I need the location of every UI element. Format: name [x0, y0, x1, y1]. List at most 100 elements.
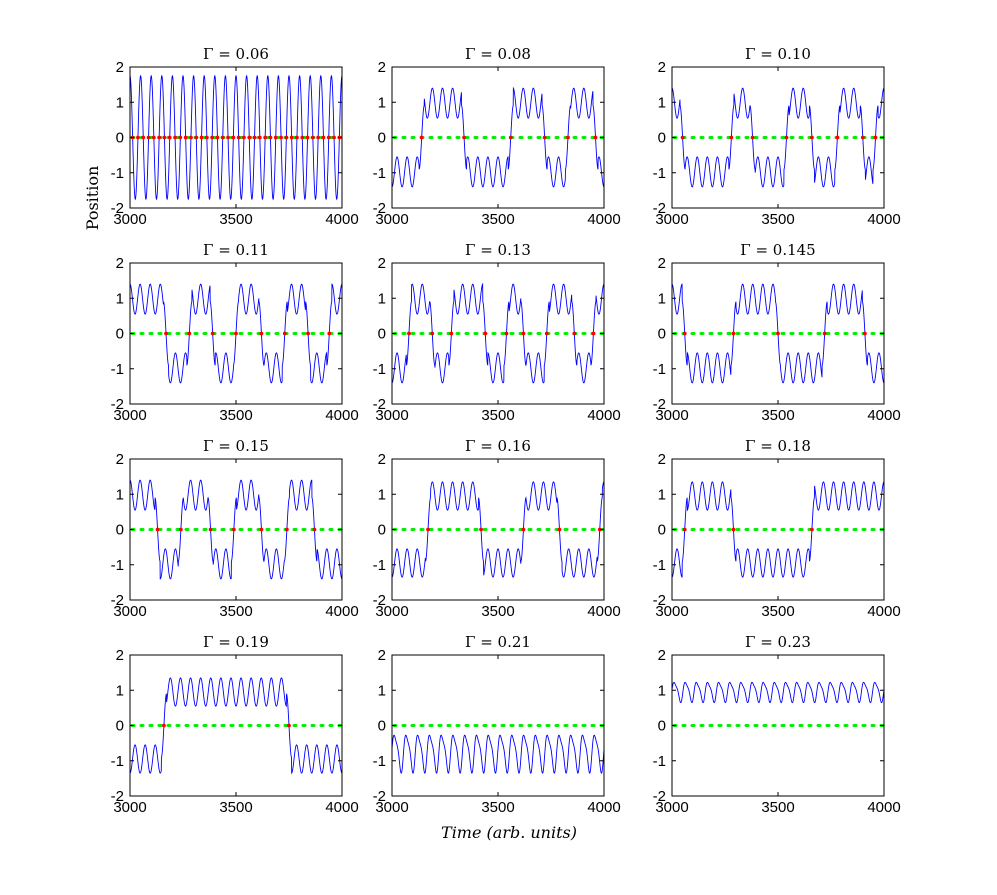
zero-crossing-marker [151, 135, 156, 140]
zero-crossing-marker [479, 527, 483, 532]
plot-area [392, 263, 604, 404]
signal-line [130, 677, 342, 775]
zero-crossing-marker [449, 331, 454, 336]
y-tick-label: -2 [373, 788, 386, 805]
y-tick-label: -2 [111, 200, 124, 217]
y-tick-label: -1 [653, 361, 666, 378]
zero-crossing-marker [295, 135, 299, 140]
x-tick-label: 4000 [867, 407, 900, 424]
x-tick-label: 3500 [481, 799, 514, 816]
zero-crossing-marker [682, 527, 687, 532]
y-tick-label: -1 [653, 165, 666, 182]
zero-crossing-marker [215, 135, 220, 140]
x-tick-label: 3500 [219, 407, 252, 424]
x-tick-label: 3000 [113, 407, 146, 424]
x-tick-label: 3500 [481, 407, 514, 424]
zero-crossing-marker [566, 135, 570, 140]
x-tick-label: 3500 [219, 603, 252, 620]
zero-crossing-marker [810, 527, 814, 532]
zero-crossing-marker [784, 135, 789, 140]
x-tick-label: 3000 [655, 407, 688, 424]
subplot-panel: -2 -1 0 1 2 3000 3500 4000 Γ = 0.18 [653, 437, 901, 620]
x-tick-label: 4000 [325, 799, 358, 816]
zero-crossing-marker [164, 331, 168, 336]
zero-crossing-marker [208, 527, 213, 532]
subplot-panel: -2 -1 0 1 2 3000 3500 4000 Γ = 0.10 [653, 45, 901, 228]
zero-crossing-marker [332, 135, 336, 140]
x-tick-label: 3000 [655, 211, 688, 228]
zero-crossing-marker [776, 331, 780, 336]
zero-crossing-markers [680, 135, 878, 140]
y-tick-label: -2 [111, 592, 124, 609]
x-tick-label: 4000 [325, 407, 358, 424]
plot-area [672, 655, 884, 796]
y-tick-label: 0 [658, 522, 666, 539]
zero-crossing-marker [268, 135, 273, 140]
zero-crossing-marker [289, 135, 294, 140]
zero-crossing-marker [183, 135, 188, 140]
zero-crossing-marker [210, 331, 215, 336]
y-tick-label: 1 [116, 94, 124, 111]
y-tick-label: 0 [116, 130, 124, 147]
y-tick-label: -1 [111, 557, 124, 574]
zero-crossing-marker [252, 135, 257, 140]
zero-crossing-markers [130, 135, 342, 140]
zero-crossing-marker [157, 135, 162, 140]
panel-title: Γ = 0.23 [745, 633, 811, 651]
plot-area [672, 459, 884, 600]
y-tick-label: 2 [378, 255, 386, 272]
y-tick-label: 0 [116, 326, 124, 343]
zero-crossing-marker [680, 135, 685, 140]
panel-title: Γ = 0.10 [745, 45, 811, 63]
signal-line [392, 86, 604, 188]
zero-crossing-marker [204, 135, 209, 140]
zero-crossing-marker [593, 135, 598, 140]
zero-crossing-marker [462, 135, 466, 140]
x-tick-label: 4000 [325, 211, 358, 228]
zero-crossing-marker [542, 135, 547, 140]
y-tick-label: 0 [378, 130, 386, 147]
plot-area [130, 459, 342, 600]
zero-crossing-marker [731, 331, 736, 336]
x-tick-label: 4000 [587, 799, 620, 816]
subplot-panel: -2 -1 0 1 2 3000 3500 4000 Γ = 0.23 [653, 633, 901, 816]
zero-crossing-marker [305, 135, 310, 140]
zero-crossing-marker [210, 135, 215, 140]
zero-crossing-marker [220, 135, 225, 140]
zero-crossing-marker [326, 135, 331, 140]
x-tick-label: 4000 [587, 407, 620, 424]
zero-crossing-markers [407, 331, 596, 336]
subplot-panel: -2 -1 0 1 2 3000 3500 4000 Γ = 0.08 [373, 45, 621, 228]
x-tick-label: 4000 [867, 211, 900, 228]
y-tick-label: 2 [378, 451, 386, 468]
zero-crossing-marker [312, 527, 317, 532]
y-tick-label: 2 [658, 59, 666, 76]
panel-title: Γ = 0.15 [203, 437, 269, 455]
zero-crossing-marker [306, 331, 310, 336]
x-tick-label: 3000 [375, 211, 408, 228]
zero-crossing-marker [247, 135, 252, 140]
zero-crossing-marker [242, 135, 246, 140]
subplot-panel: -2 -1 0 1 2 3000 3500 4000 Γ = 0.15 [111, 437, 359, 620]
y-tick-label: -1 [373, 753, 386, 770]
zero-crossing-marker [178, 135, 183, 140]
y-tick-label: 1 [658, 94, 666, 111]
zero-crossing-marker [259, 527, 264, 532]
y-tick-label: 2 [378, 59, 386, 76]
zero-crossing-marker [572, 331, 577, 336]
subplot-panel: -2 -1 0 1 2 3000 3500 4000 Γ = 0.13 [373, 241, 621, 424]
zero-crossing-marker [750, 135, 755, 140]
zero-crossing-marker [557, 527, 562, 532]
y-tick-label: 1 [378, 682, 386, 699]
y-tick-label: -1 [111, 753, 124, 770]
shared-x-axis-label: Time (arb. units) [441, 823, 577, 842]
zero-crossing-marker [167, 135, 172, 140]
y-tick-label: -1 [373, 165, 386, 182]
zero-crossing-marker [194, 135, 199, 140]
zero-crossing-markers [426, 527, 602, 532]
zero-crossing-marker [504, 331, 509, 336]
y-tick-label: 0 [658, 130, 666, 147]
panel-title: Γ = 0.145 [740, 241, 815, 259]
zero-crossing-marker [591, 331, 596, 336]
x-tick-label: 4000 [867, 603, 900, 620]
